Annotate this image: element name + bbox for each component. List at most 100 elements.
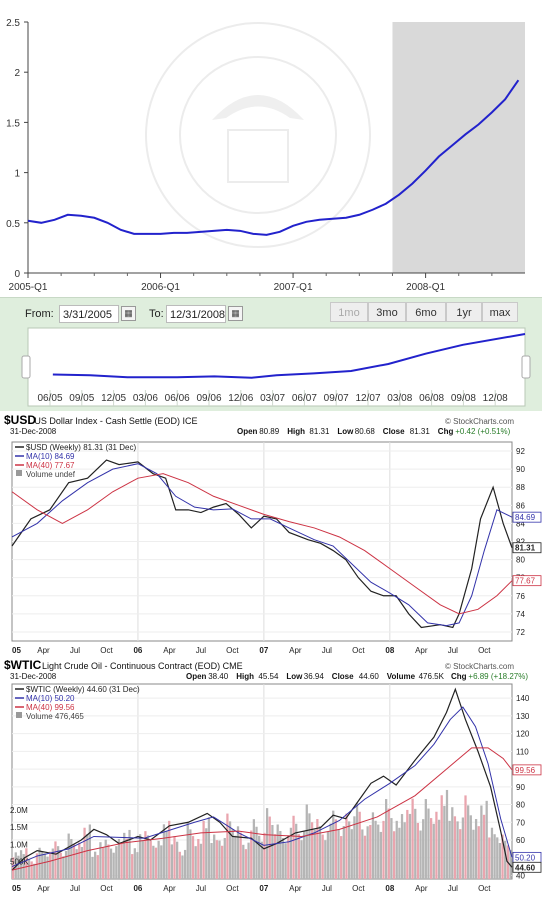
x-tick-label: 2007-Q1 [274, 282, 313, 293]
volume-bar [467, 805, 470, 879]
volume-bar [115, 846, 118, 879]
date-label: 31-Dec-2008 [10, 672, 57, 681]
volume-bar [149, 840, 152, 879]
x-tick-label: Apr [289, 646, 302, 655]
navigator-tick-label: 03/07 [260, 393, 285, 404]
volume-bar [54, 841, 57, 879]
x-tick-label: Jul [322, 884, 332, 893]
x-tick-label: 05 [12, 646, 21, 655]
volume-bar [329, 823, 332, 879]
range-handle-right[interactable] [521, 355, 531, 379]
navigator-tick-label: 06/05 [37, 393, 62, 404]
volume-bar [316, 819, 319, 879]
volume-bar [252, 819, 256, 879]
volume-bar [27, 859, 31, 879]
volume-bar [62, 856, 65, 879]
y-tick-label: 60 [516, 836, 525, 845]
volume-bar [215, 840, 218, 879]
volume-bar [445, 789, 449, 879]
y-tick-label: 90 [516, 465, 525, 474]
y-tick-label: 80 [516, 801, 525, 810]
zoom-1mo-button[interactable]: 1mo [330, 302, 368, 322]
legend-entry: $USD (Weekly) 81.31 (31 Dec) [26, 443, 136, 452]
from-date-input[interactable]: 3/31/2005 [59, 305, 119, 323]
legend-entry: Volume 476,465 [26, 712, 84, 721]
volume-bar [451, 807, 454, 879]
close-label: Close [332, 672, 354, 681]
y-tick-label: 40 [516, 871, 525, 880]
volume-bar [318, 826, 322, 879]
volume-bar [72, 844, 76, 879]
volume-bar [276, 824, 279, 879]
volume-bar [109, 848, 113, 879]
zoom-max-button[interactable]: max [482, 302, 518, 322]
open-value: 80.89 [259, 427, 280, 436]
volume-bar [337, 829, 340, 879]
volume-bar [271, 825, 274, 879]
volume-bar [128, 829, 131, 879]
range-handle-left[interactable] [21, 355, 31, 379]
calendar-icon[interactable]: ▦ [121, 306, 136, 321]
series-line [11, 687, 513, 871]
volume-bar [30, 861, 33, 879]
volume-bar [358, 811, 361, 879]
navigator-line [52, 333, 526, 379]
volume-bar [25, 848, 28, 879]
volume-bar [469, 815, 472, 879]
volume-bar [390, 818, 393, 879]
x-tick-label: Oct [226, 646, 239, 655]
volume-bar [353, 816, 356, 879]
x-tick-label: Apr [415, 646, 428, 655]
volume-bar [385, 799, 388, 879]
chg-label: Chg [438, 427, 454, 436]
volume-bar [165, 831, 168, 879]
volume-bar [496, 837, 499, 879]
navigator-tick-label: 09/07 [324, 393, 349, 404]
volume-bar [300, 840, 303, 879]
volume-bar [268, 816, 271, 879]
x-tick-label: Jul [196, 884, 206, 893]
volume-value: 476.5K [419, 672, 445, 681]
volume-bar [456, 821, 459, 879]
volume-bar [51, 848, 54, 879]
x-tick-label: 2005-Q1 [9, 282, 48, 293]
volume-bar [173, 836, 176, 879]
volume-bar [403, 822, 406, 879]
last-value-box [512, 764, 542, 776]
navigator-tick-label: 12/07 [355, 393, 380, 404]
seal-eagle-wings [212, 95, 304, 120]
volume-bar [284, 843, 287, 879]
volume-bar [485, 800, 488, 879]
x-tick-label: 08 [385, 646, 394, 655]
x-tick-label: Oct [100, 884, 113, 893]
volume-bar [120, 843, 123, 879]
wtic-crude-chart: $WTIC Light Crude Oil - Continuous Contra… [4, 658, 542, 893]
volume-bar [205, 828, 208, 879]
x-tick-label: Oct [352, 646, 365, 655]
volume-bar [424, 799, 427, 879]
volume-bar [482, 814, 486, 879]
range-navigator-chart[interactable]: 06/05 09/05 12/05 03/06 06/06 09/06 12/06 03/07… [0, 326, 542, 410]
volume-bar [265, 808, 269, 879]
volume-bar [144, 831, 147, 879]
federal-reserve-seal-watermark [145, 22, 371, 248]
seal-inner-ring [179, 56, 337, 214]
zoom-3mo-button[interactable]: 3mo [368, 302, 406, 322]
x-tick-label: Oct [100, 646, 113, 655]
calendar-icon[interactable]: ▦ [228, 306, 243, 321]
x-tick-label: 08 [385, 884, 394, 893]
navigator-tick-label: 06/08 [419, 393, 444, 404]
volume-bar [477, 826, 480, 879]
volume-bar [194, 846, 197, 879]
volume-bar [398, 827, 401, 879]
volume-bar [223, 837, 226, 879]
low-label: Low [286, 672, 303, 681]
zoom-1yr-button[interactable]: 1yr [446, 302, 482, 322]
y-tick-label: 0 [14, 269, 20, 280]
to-date-input[interactable]: 12/31/2008 [166, 305, 226, 323]
navigator-tick-label: 03/08 [387, 393, 412, 404]
zoom-6mo-button[interactable]: 6mo [406, 302, 446, 322]
volume-bar [509, 849, 512, 879]
volume-bar [19, 850, 23, 879]
volume-bar [377, 824, 380, 879]
